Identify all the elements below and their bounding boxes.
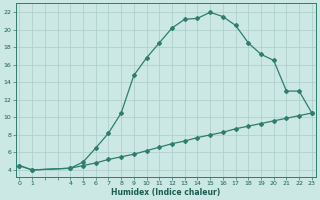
X-axis label: Humidex (Indice chaleur): Humidex (Indice chaleur) xyxy=(111,188,220,197)
